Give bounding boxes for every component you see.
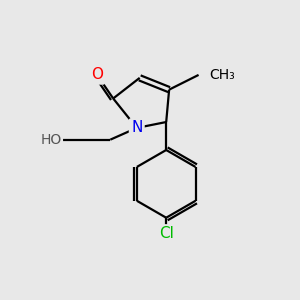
Text: O: O — [91, 68, 103, 82]
Text: CH₃: CH₃ — [209, 68, 235, 82]
Text: Cl: Cl — [159, 226, 174, 242]
Text: N: N — [131, 120, 142, 135]
Text: HO: HO — [40, 133, 62, 147]
